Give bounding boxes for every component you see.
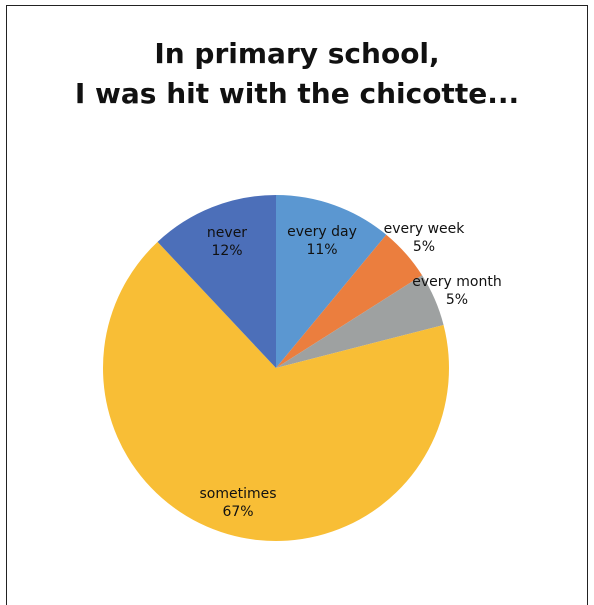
slice-percent-never: 12% bbox=[211, 243, 242, 259]
slice-label-never: never bbox=[207, 225, 247, 241]
chart-title-line-2: I was hit with the chicotte... bbox=[74, 77, 520, 110]
chart-title: In primary school, I was hit with the ch… bbox=[0, 34, 594, 114]
chart-title-line-1: In primary school, bbox=[154, 37, 440, 70]
slice-label-every-week: every week bbox=[384, 221, 466, 237]
chart-frame bbox=[6, 5, 588, 605]
slice-percent-every-day: 11% bbox=[306, 242, 337, 258]
slice-label-sometimes: sometimes bbox=[199, 486, 276, 502]
slice-percent-every-month: 5% bbox=[446, 292, 468, 308]
slice-percent-every-week: 5% bbox=[413, 239, 435, 255]
slice-label-every-month: every month bbox=[412, 274, 501, 290]
slice-label-every-day: every day bbox=[287, 224, 357, 240]
pie-slice-every-day bbox=[276, 195, 387, 368]
pie-slice-every-month bbox=[276, 275, 444, 368]
pie-slice-every-week bbox=[276, 234, 423, 368]
pie-slice-sometimes bbox=[102, 241, 449, 542]
pie-slice-never bbox=[157, 195, 276, 368]
slice-percent-sometimes: 67% bbox=[222, 504, 253, 520]
